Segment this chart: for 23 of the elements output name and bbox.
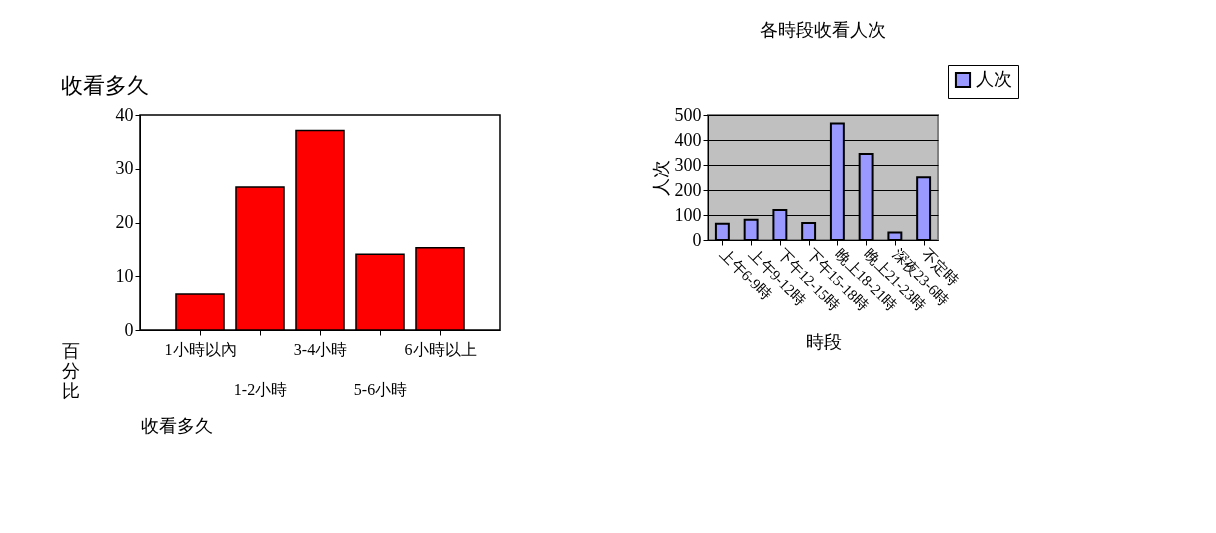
chart-title: 各時段收看人次 <box>760 19 886 40</box>
y-tick-label: 20 <box>115 212 134 232</box>
y-tick-label: 40 <box>115 104 134 125</box>
x-tick-label: 3-4小時 <box>293 340 348 358</box>
y-tick-label: 100 <box>674 204 702 225</box>
y-axis-title: 百分比 <box>61 340 80 401</box>
y-tick-label: 500 <box>674 104 702 125</box>
y-axis-title: 人次 <box>650 160 671 196</box>
x-tick-label: 5-6小時 <box>353 380 408 398</box>
x-axis-title: 收看多久 <box>140 415 213 436</box>
y-tick-label: 0 <box>692 229 702 250</box>
x-tick-label: 6小時以上 <box>404 340 477 358</box>
y-tick-label: 200 <box>674 179 702 200</box>
x-axis-title: 時段 <box>805 331 842 352</box>
x-tick-label: 1-2小時 <box>233 380 288 398</box>
y-tick-label: 300 <box>674 154 702 175</box>
chart-title: 收看多久 <box>61 73 149 98</box>
y-tick-label: 10 <box>115 265 134 286</box>
y-tick-label: 400 <box>674 129 702 150</box>
y-tick-label: 0 <box>124 319 134 340</box>
x-tick-label: 1小時以內 <box>164 340 237 358</box>
legend-label: 人次 <box>976 69 1012 89</box>
y-tick-label: 30 <box>115 158 134 179</box>
